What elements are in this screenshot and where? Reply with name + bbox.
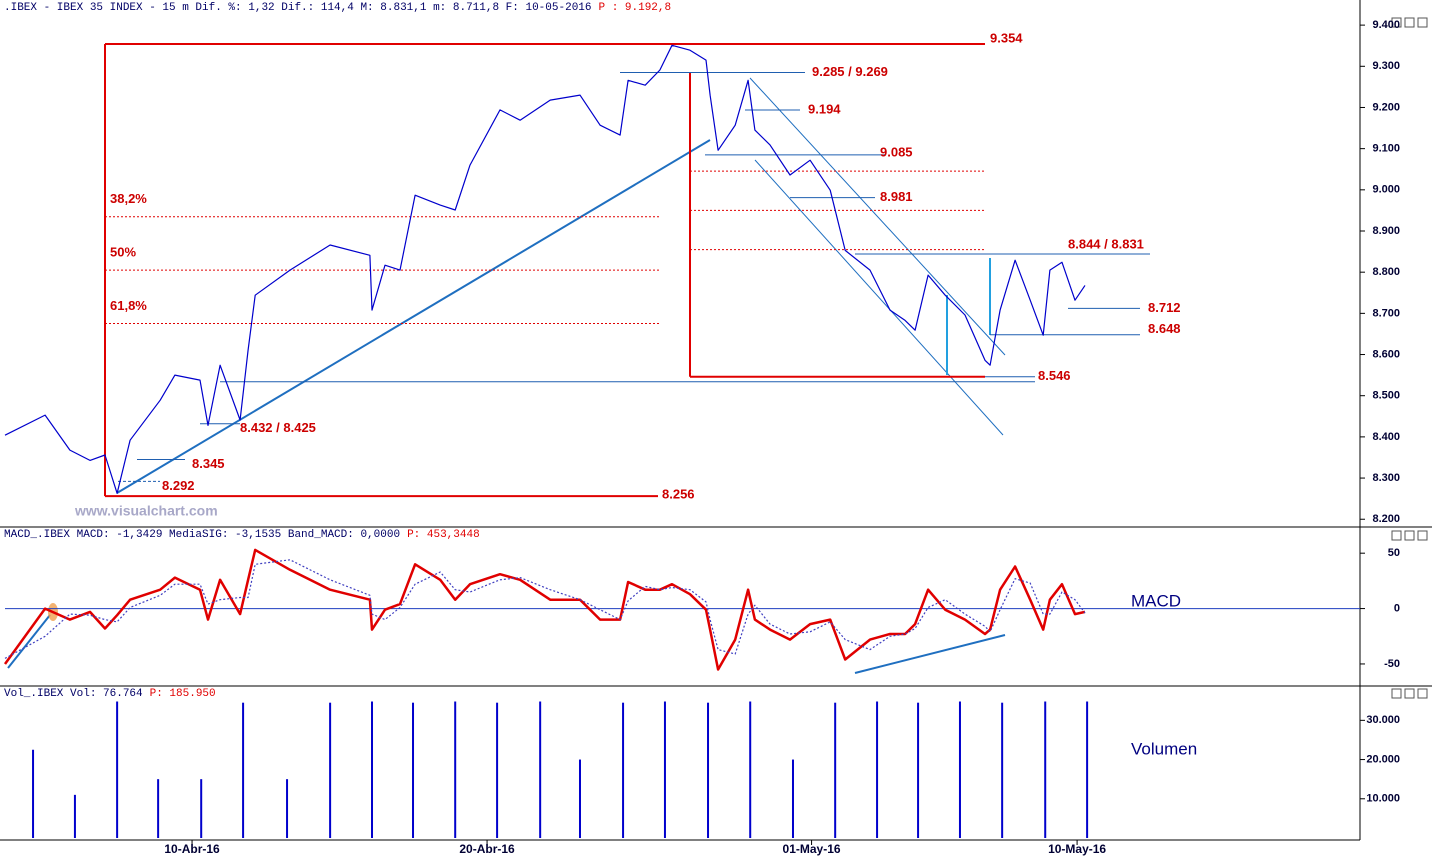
fib-label: 38,2%	[110, 191, 147, 206]
trendline	[854, 634, 1006, 674]
bar	[496, 702, 499, 838]
channel-line	[754, 159, 1004, 436]
y-tick-label: 20.000	[1366, 753, 1400, 765]
bar	[454, 701, 457, 838]
y-tick-label: 8.300	[1372, 472, 1400, 484]
bar	[32, 749, 35, 838]
bar	[876, 701, 879, 838]
window-button[interactable]	[1404, 17, 1415, 28]
level-label: 9.285 / 9.269	[812, 64, 888, 79]
level-label: 8.432 / 8.425	[240, 420, 316, 435]
y-tick-label: 8.900	[1372, 225, 1400, 237]
y-tick-label: -50	[1384, 658, 1400, 670]
y-tick-label: 30.000	[1366, 714, 1400, 726]
y-tick-label: 8.700	[1372, 307, 1400, 319]
bar	[242, 702, 245, 838]
y-tick-label: 9.200	[1372, 101, 1400, 113]
bar	[329, 702, 332, 838]
bar	[1001, 702, 1004, 838]
level-label: 9.354	[990, 30, 1023, 45]
bar	[539, 701, 542, 838]
x-tick-label: 10-Abr-16	[164, 842, 220, 856]
level-label: 9.085	[880, 144, 913, 159]
window-button[interactable]	[1417, 17, 1428, 28]
level-label: 8.546	[1038, 368, 1071, 383]
bar	[791, 759, 794, 838]
bar	[371, 701, 374, 838]
bar	[157, 779, 160, 838]
window-button[interactable]	[1391, 688, 1402, 699]
y-tick-label: 0	[1394, 602, 1400, 614]
y-tick-label: 9.100	[1372, 143, 1400, 155]
level-label: 9.194	[808, 101, 841, 116]
window-button[interactable]	[1404, 530, 1415, 541]
bar	[200, 779, 203, 838]
panel-title: .IBEX - IBEX 35 INDEX - 15 m Dif. %: 1,3…	[4, 2, 592, 14]
fib-label: 61,8%	[110, 298, 147, 313]
bar	[412, 702, 415, 838]
window-button[interactable]	[1404, 688, 1415, 699]
series-line	[3, 548, 1086, 671]
y-tick-label: 9.000	[1372, 184, 1400, 196]
y-tick-label: 9.400	[1372, 19, 1400, 31]
trendline	[7, 614, 51, 669]
watermark: www.visualchart.com	[74, 503, 218, 519]
level-label: 8.844 / 8.831	[1068, 236, 1144, 251]
window-button[interactable]	[1391, 17, 1402, 28]
fib-label: 50%	[110, 245, 136, 260]
channel-line	[749, 77, 1006, 356]
y-tick-label: 8.600	[1372, 348, 1400, 360]
bar	[578, 759, 581, 838]
level-label: 8.712	[1148, 300, 1181, 315]
bar	[73, 794, 76, 838]
panel-price: P: 185.950	[150, 688, 216, 700]
y-tick-label: 8.400	[1372, 431, 1400, 443]
bar	[622, 702, 625, 838]
x-tick-label: 01-May-16	[783, 842, 841, 856]
level-label: 8.648	[1148, 321, 1181, 336]
level-label: 8.292	[162, 478, 195, 493]
bar	[834, 702, 837, 838]
y-tick-label: 9.300	[1372, 60, 1400, 72]
bar	[917, 702, 920, 838]
y-tick-label: 10.000	[1366, 793, 1400, 805]
y-tick-label: 8.800	[1372, 266, 1400, 278]
y-tick-label: 8.500	[1372, 390, 1400, 402]
x-tick-label: 20-Abr-16	[459, 842, 515, 856]
panel-label: Volumen	[1131, 739, 1197, 758]
bar	[707, 702, 710, 838]
level-label: 8.981	[880, 189, 913, 204]
panel-label: MACD	[1131, 591, 1181, 610]
window-button[interactable]	[1417, 688, 1428, 699]
panel-title: Vol_.IBEX Vol: 76.764	[4, 688, 143, 700]
y-tick-label: 50	[1388, 547, 1400, 559]
y-tick-label: 8.200	[1372, 513, 1400, 525]
bar	[1086, 701, 1089, 838]
bar	[1044, 701, 1047, 838]
panel-price: P: 453,3448	[407, 529, 480, 541]
level-label: 8.256	[662, 487, 695, 502]
window-button[interactable]	[1417, 530, 1428, 541]
series-line	[4, 559, 1086, 659]
level-label: 8.345	[192, 456, 225, 471]
x-tick-label: 10-May-16	[1048, 842, 1106, 856]
bar	[663, 701, 666, 838]
bar	[116, 701, 119, 838]
panel-title: MACD_.IBEX MACD: -1,3429 MediaSIG: -3,15…	[4, 529, 400, 541]
bar	[286, 779, 289, 838]
bar	[749, 701, 752, 838]
window-button[interactable]	[1391, 530, 1402, 541]
trendline	[116, 139, 711, 494]
bar	[958, 701, 961, 838]
series-line	[4, 44, 1086, 494]
panel-price: P : 9.192,8	[599, 2, 672, 14]
window-buttons	[1391, 17, 1428, 699]
